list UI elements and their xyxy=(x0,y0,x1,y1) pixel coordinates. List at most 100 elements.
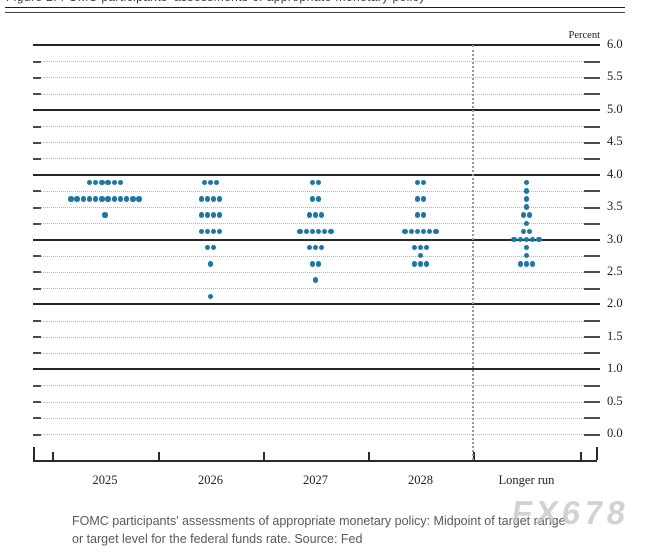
y-axis-label: 0.5 xyxy=(607,393,623,408)
gridline-dotted xyxy=(33,434,600,435)
projection-dot xyxy=(523,261,530,267)
projection-dot xyxy=(105,180,111,186)
projection-dot xyxy=(306,212,312,218)
projection-dot xyxy=(309,180,316,186)
x-axis-end-tick xyxy=(33,447,35,460)
projection-dot xyxy=(124,196,130,202)
y-axis-label: 1.0 xyxy=(607,361,623,376)
projection-dot xyxy=(117,196,124,202)
gridline-right-tick xyxy=(584,287,600,290)
gridline-solid xyxy=(33,108,600,111)
projection-dot xyxy=(411,244,417,251)
projection-dot xyxy=(328,228,334,235)
projection-dot xyxy=(312,244,319,251)
projection-dot xyxy=(414,228,421,235)
projection-dot xyxy=(520,212,527,218)
projection-dot xyxy=(68,196,74,202)
projection-dot xyxy=(204,196,211,202)
gridline-left-tick xyxy=(33,157,41,160)
projection-dot xyxy=(93,180,99,186)
projection-dot xyxy=(204,228,211,235)
y-axis-label: 5.5 xyxy=(607,69,623,84)
projection-dot xyxy=(526,212,533,218)
y-axis-label: 4.0 xyxy=(607,166,623,181)
projection-dot xyxy=(207,293,214,299)
projection-dot xyxy=(322,228,328,235)
gridline-dotted xyxy=(33,320,600,322)
projection-dot xyxy=(402,228,408,235)
projection-dot xyxy=(315,228,322,235)
projection-dot xyxy=(417,253,424,259)
projection-dot xyxy=(517,236,523,243)
projection-dot xyxy=(523,196,530,202)
gridline-dotted xyxy=(33,336,600,338)
projection-dot xyxy=(424,261,430,267)
projection-dot xyxy=(99,180,105,186)
gridline-right-tick xyxy=(584,271,600,274)
clipped-header-text: Figure 2. FOMC participants' assessments… xyxy=(6,0,626,4)
projection-dot xyxy=(303,228,309,235)
gridline-solid xyxy=(33,173,600,176)
x-axis-tick xyxy=(263,452,265,460)
projection-dot xyxy=(511,236,517,243)
projection-dot xyxy=(517,261,523,267)
gridline-right-tick xyxy=(584,417,600,420)
gridline-left-tick xyxy=(33,76,41,79)
gridline-dotted xyxy=(33,352,600,354)
header-divider xyxy=(5,7,625,13)
projection-dot xyxy=(207,180,214,186)
projection-dot xyxy=(136,196,142,202)
projection-dot xyxy=(420,180,427,186)
x-axis-end-tick xyxy=(596,447,598,460)
projection-dot xyxy=(315,180,322,186)
projection-dot xyxy=(523,204,530,210)
y-axis-label: 1.5 xyxy=(607,328,623,343)
projection-dot xyxy=(297,228,303,235)
gridline-right-tick xyxy=(584,157,600,160)
gridline-dotted xyxy=(33,61,600,63)
x-axis-tick xyxy=(158,452,160,460)
projection-dot xyxy=(111,180,117,186)
gridline-left-tick xyxy=(33,401,41,404)
projection-dot xyxy=(523,244,530,251)
projection-dot xyxy=(207,261,214,267)
gridline-right-tick xyxy=(584,336,600,339)
projection-dot xyxy=(86,196,93,202)
gridline-right-tick xyxy=(584,60,600,63)
projection-dot xyxy=(523,180,530,186)
projection-dot xyxy=(319,212,325,218)
projection-dot xyxy=(86,180,93,186)
projection-dot xyxy=(520,228,527,235)
gridline-left-tick xyxy=(33,125,41,128)
y-axis-label: 2.5 xyxy=(607,263,623,278)
gridline-dotted xyxy=(33,142,600,144)
projection-dot xyxy=(408,228,414,235)
gridline-left-tick xyxy=(33,255,41,258)
clipped-header-text-content: Figure 2. FOMC participants' assessments… xyxy=(6,0,426,4)
chart-caption: FOMC participants' assessments of approp… xyxy=(72,513,566,548)
projection-dot xyxy=(315,196,322,202)
projection-dot xyxy=(217,228,223,235)
gridline-dotted xyxy=(33,190,600,192)
projection-dot xyxy=(74,196,80,202)
projection-dot xyxy=(306,244,312,251)
gridline-dotted xyxy=(33,93,600,95)
projection-dot xyxy=(117,180,124,186)
projection-dot xyxy=(420,228,427,235)
projection-dot xyxy=(210,196,217,202)
gridline-dotted xyxy=(33,223,600,225)
projection-dot xyxy=(536,236,542,243)
projection-dot xyxy=(214,180,220,186)
gridline-left-tick xyxy=(33,222,41,225)
gridline-left-tick xyxy=(33,141,41,144)
gridline-dotted xyxy=(33,77,600,79)
gridline-dotted xyxy=(33,255,600,257)
projection-dot xyxy=(102,212,108,218)
projection-dot xyxy=(523,253,530,259)
gridline-left-tick xyxy=(33,190,41,193)
x-axis-tick xyxy=(52,452,54,460)
caption-line-2: or target level for the federal funds ra… xyxy=(72,531,363,546)
gridline-solid xyxy=(33,368,600,371)
gridline-left-tick xyxy=(33,433,41,436)
projection-dot xyxy=(312,277,319,283)
